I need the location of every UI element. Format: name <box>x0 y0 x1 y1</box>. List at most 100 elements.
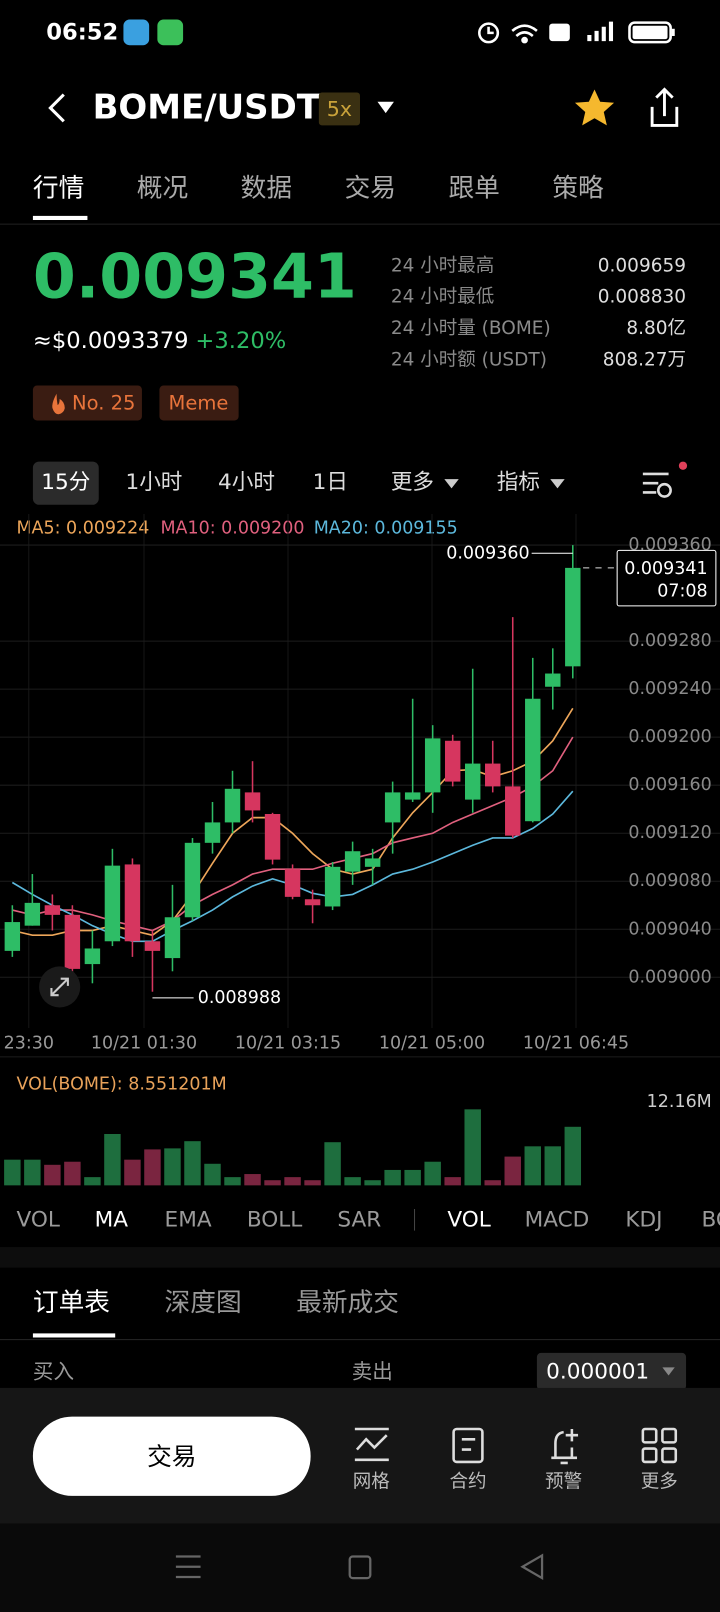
indicator-tab[interactable]: MA <box>95 1207 129 1232</box>
price-change: +3.20% <box>195 328 286 354</box>
volume-bar <box>524 1146 541 1186</box>
volume-bar <box>464 1109 481 1186</box>
volume-bar <box>224 1177 241 1186</box>
candle-body <box>4 922 21 951</box>
volume-bar <box>344 1177 361 1186</box>
volume-bar <box>444 1177 461 1186</box>
last-price-box <box>616 549 717 607</box>
candle-body <box>64 914 81 969</box>
app-icon <box>123 19 150 46</box>
stat-label: 24 小时最低 <box>391 287 494 308</box>
low-label: 0.008988 <box>198 988 281 1008</box>
back-button[interactable] <box>48 93 65 123</box>
trade-button[interactable] <box>32 1416 311 1496</box>
stat-label: 24 小时额 (USDT) <box>391 349 547 370</box>
ma-legend: MA5: 0.009224 <box>16 518 149 538</box>
volume-bar <box>284 1177 301 1186</box>
precision: 0.000001 <box>546 1359 649 1384</box>
indicator-tab[interactable]: KDJ <box>625 1207 662 1232</box>
candle-body <box>244 792 261 811</box>
candle-body <box>525 698 541 822</box>
volume-bar <box>424 1161 441 1186</box>
x-tick-label: 23:30 <box>4 1033 54 1053</box>
candle-body <box>384 792 401 823</box>
action-label[interactable]: 预警 <box>545 1471 582 1492</box>
category-tag[interactable] <box>159 385 239 421</box>
indicator-tab[interactable]: EMA <box>165 1207 212 1232</box>
nav-bar <box>0 1523 720 1612</box>
favorite-star[interactable] <box>574 89 615 126</box>
candle-body <box>144 941 161 951</box>
chart-settings[interactable] <box>642 472 672 498</box>
indicator-tab[interactable]: VOL <box>16 1207 59 1232</box>
interval-tab[interactable]: 1日 <box>313 470 348 495</box>
volume-bar <box>24 1159 41 1186</box>
candle-body <box>324 866 341 907</box>
tab-underline <box>32 1333 116 1338</box>
stat-label: 24 小时量 (BOME) <box>391 318 551 339</box>
tab[interactable]: 数据 <box>241 174 292 204</box>
pair-dropdown[interactable] <box>377 101 394 114</box>
expand-icon <box>50 977 69 997</box>
order-tab[interactable]: 最新成交 <box>296 1288 399 1318</box>
indicator-tab[interactable]: SAR <box>337 1207 381 1232</box>
volume-bar <box>384 1169 401 1186</box>
section-gap <box>0 1247 720 1268</box>
candle-body <box>44 905 61 915</box>
candle-body <box>364 858 381 867</box>
volume-title: VOL(BOME): 8.551201M <box>16 1075 226 1095</box>
interval-tab[interactable]: 4小时 <box>218 470 275 495</box>
action-icons <box>354 1427 678 1465</box>
volume-bar <box>364 1180 381 1186</box>
candle-body <box>124 864 141 942</box>
tab[interactable]: 概况 <box>137 174 188 204</box>
volume-bar <box>44 1164 61 1186</box>
volume-bar <box>64 1161 81 1186</box>
tab[interactable]: 跟单 <box>448 174 499 204</box>
interval-tab[interactable]: 1小时 <box>125 470 182 495</box>
interval-tab[interactable]: 指标 <box>497 470 540 495</box>
indicator-tab[interactable]: BOLL <box>247 1207 302 1232</box>
volume-bar <box>544 1146 562 1186</box>
volume-bar <box>404 1169 421 1186</box>
action-label[interactable]: 网格 <box>353 1471 391 1492</box>
candle-body <box>344 851 361 872</box>
interval-tab[interactable]: 15分 <box>41 470 90 495</box>
candle-body <box>464 763 481 800</box>
candle-body <box>565 567 581 667</box>
countdown: 07:08 <box>657 582 707 602</box>
volume-bar <box>144 1149 161 1186</box>
candle-body <box>505 786 521 836</box>
y-tick-label: 0.009120 <box>628 823 711 843</box>
indicator-tab[interactable]: BOLL <box>701 1207 720 1232</box>
candle-body <box>204 822 221 843</box>
nav-buttons[interactable] <box>175 1553 544 1581</box>
order-tab[interactable]: 订单表 <box>33 1288 110 1318</box>
trade-button-label: 交易 <box>147 1442 196 1471</box>
indicator-tab[interactable]: VOL <box>447 1207 490 1232</box>
volume-bar <box>244 1174 261 1186</box>
stat-value: 0.009659 <box>598 255 686 276</box>
tab-underline <box>32 215 88 221</box>
interval-tab[interactable]: 更多 <box>391 470 434 495</box>
pair-title[interactable]: BOME/USDT <box>93 88 320 127</box>
tab[interactable]: 交易 <box>345 174 396 204</box>
order-tab[interactable]: 深度图 <box>165 1288 242 1318</box>
candle-body <box>284 869 301 897</box>
candle-body <box>164 917 181 959</box>
share-button[interactable] <box>650 87 679 127</box>
ma-legend: MA10: 0.009200 <box>160 518 304 538</box>
last-price: 0.009341 <box>33 241 357 313</box>
tab[interactable]: 行情 <box>33 174 84 204</box>
action-label[interactable]: 合约 <box>449 1471 486 1492</box>
tab[interactable]: 策略 <box>552 174 604 204</box>
precision-select[interactable] <box>536 1352 687 1390</box>
action-label[interactable]: 更多 <box>641 1471 678 1492</box>
indicator-tab[interactable]: MACD <box>525 1207 590 1232</box>
x-tick-label: 10/21 01:30 <box>91 1033 197 1053</box>
stat-value: 808.27万 <box>603 349 686 370</box>
volume-bar <box>564 1126 582 1186</box>
volume-bar <box>164 1148 181 1186</box>
